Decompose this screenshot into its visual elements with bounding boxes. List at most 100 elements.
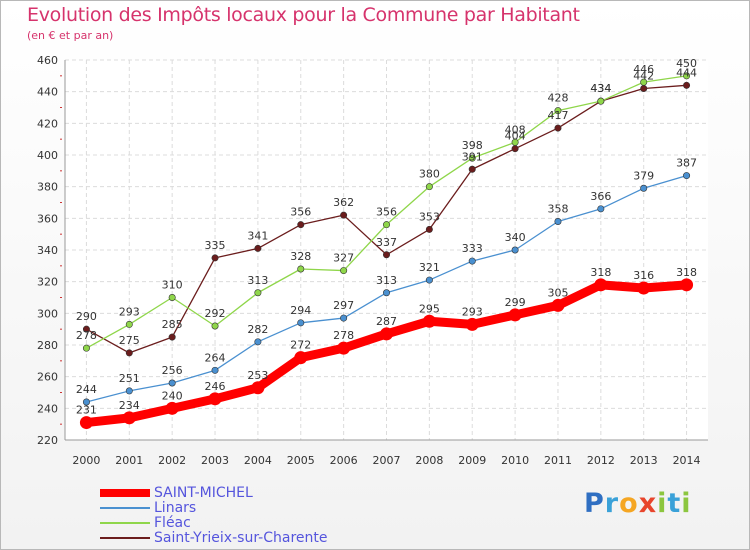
data-point-fleac: [211, 322, 219, 330]
data-label-saint-michel: 246: [205, 380, 226, 393]
x-tick-label: 2013: [630, 454, 658, 467]
data-point-linars: [254, 338, 262, 346]
legend-label-saint-michel: SAINT-MICHEL: [154, 485, 253, 501]
data-point-saint-yrieix: [511, 145, 519, 153]
y-tick-label: 280: [37, 339, 58, 352]
data-label-saint-michel: 287: [376, 315, 397, 328]
data-label-linars: 313: [376, 274, 397, 287]
data-label-fleac: 408: [505, 123, 526, 136]
data-label-saint-michel: 318: [590, 266, 611, 279]
x-tick-label: 2008: [415, 454, 443, 467]
data-label-linars: 340: [505, 231, 526, 244]
data-point-saint-michel: [508, 308, 522, 322]
logo-letter: i: [657, 488, 668, 519]
data-point-saint-yrieix: [382, 251, 390, 259]
data-point-fleac: [640, 78, 648, 86]
data-label-fleac: 398: [462, 139, 483, 152]
y-tick-label: 220: [37, 434, 58, 447]
data-point-linars: [468, 257, 476, 265]
data-point-fleac: [254, 289, 262, 297]
data-label-saint-yrieix: 404: [505, 130, 526, 143]
data-point-fleac: [425, 183, 433, 191]
legend-swatch-linars: [100, 507, 150, 509]
data-point-saint-michel: [251, 381, 265, 395]
x-tick-label: 2004: [244, 454, 272, 467]
data-point-linars: [168, 379, 176, 387]
y-tick-label: 260: [37, 371, 58, 384]
x-tick-label: 2003: [201, 454, 229, 467]
data-point-saint-yrieix: [640, 85, 648, 93]
data-point-saint-michel: [465, 317, 479, 331]
data-point-saint-michel: [637, 281, 651, 295]
y-tick-label: 440: [37, 86, 58, 99]
legend-label-linars: Linars: [154, 500, 197, 516]
data-label-saint-yrieix: 341: [247, 229, 268, 242]
legend-swatch-saint-yrieix: [100, 537, 150, 539]
data-point-fleac: [468, 154, 476, 162]
logo-letter: o: [619, 488, 639, 519]
data-label-linars: 294: [290, 304, 311, 317]
data-point-fleac: [382, 221, 390, 229]
data-label-saint-michel: 318: [676, 266, 697, 279]
y-tick-label: 300: [37, 307, 58, 320]
x-tick-label: 2001: [115, 454, 143, 467]
data-point-fleac: [82, 344, 90, 352]
data-label-linars: 379: [633, 169, 654, 182]
legend-label-fleac: Fléac: [154, 515, 191, 531]
data-label-saint-yrieix: 337: [376, 236, 397, 249]
data-label-linars: 321: [419, 261, 440, 274]
data-point-saint-yrieix: [425, 225, 433, 233]
x-tick-label: 2012: [587, 454, 615, 467]
data-label-saint-michel: 299: [505, 296, 526, 309]
data-point-saint-yrieix: [211, 254, 219, 262]
data-point-linars: [211, 366, 219, 374]
proxiti-logo: Proxiti: [584, 488, 692, 519]
data-point-fleac: [297, 265, 305, 273]
data-point-linars: [382, 289, 390, 297]
data-point-saint-michel: [122, 411, 136, 425]
y-tick-label: 340: [37, 244, 58, 257]
data-point-saint-yrieix: [683, 81, 691, 89]
data-point-saint-yrieix: [297, 221, 305, 229]
x-tick-label: 2010: [501, 454, 529, 467]
data-point-fleac: [683, 72, 691, 80]
data-point-saint-yrieix: [468, 165, 476, 173]
legend-swatch-fleac: [100, 522, 150, 524]
data-label-linars: 387: [676, 157, 697, 170]
data-label-saint-michel: 293: [462, 305, 483, 318]
y-tick-label: 240: [37, 402, 58, 415]
data-label-linars: 297: [333, 299, 354, 312]
data-point-saint-michel: [337, 341, 351, 355]
data-point-fleac: [340, 267, 348, 275]
x-tick-label: 2009: [458, 454, 486, 467]
data-point-fleac: [125, 320, 133, 328]
data-label-fleac: 446: [633, 63, 654, 76]
x-tick-label: 2011: [544, 454, 572, 467]
data-label-saint-yrieix: 356: [290, 206, 311, 219]
x-tick-label: 2002: [158, 454, 186, 467]
data-label-fleac: 434: [590, 82, 611, 95]
data-point-linars: [297, 319, 305, 327]
data-label-linars: 264: [205, 351, 226, 364]
data-label-saint-michel: 253: [247, 369, 268, 382]
data-point-saint-michel: [594, 278, 608, 292]
data-label-linars: 358: [547, 203, 568, 216]
logo-letter: r: [604, 488, 620, 519]
y-tick-label: 360: [37, 212, 58, 225]
data-point-saint-yrieix: [82, 325, 90, 333]
y-tick-label: 420: [37, 117, 58, 130]
data-label-saint-yrieix: 391: [462, 150, 483, 163]
data-label-saint-yrieix: 335: [205, 239, 226, 252]
data-point-linars: [340, 314, 348, 322]
data-point-saint-yrieix: [340, 211, 348, 219]
data-label-fleac: 292: [205, 307, 226, 320]
data-label-saint-michel: 278: [333, 329, 354, 342]
data-label-fleac: 327: [333, 252, 354, 265]
x-tick-label: 2000: [72, 454, 100, 467]
data-point-saint-michel: [165, 401, 179, 415]
data-label-saint-yrieix: 417: [547, 109, 568, 122]
x-tick-label: 2007: [373, 454, 401, 467]
data-point-fleac: [168, 293, 176, 301]
data-point-fleac: [511, 138, 519, 146]
